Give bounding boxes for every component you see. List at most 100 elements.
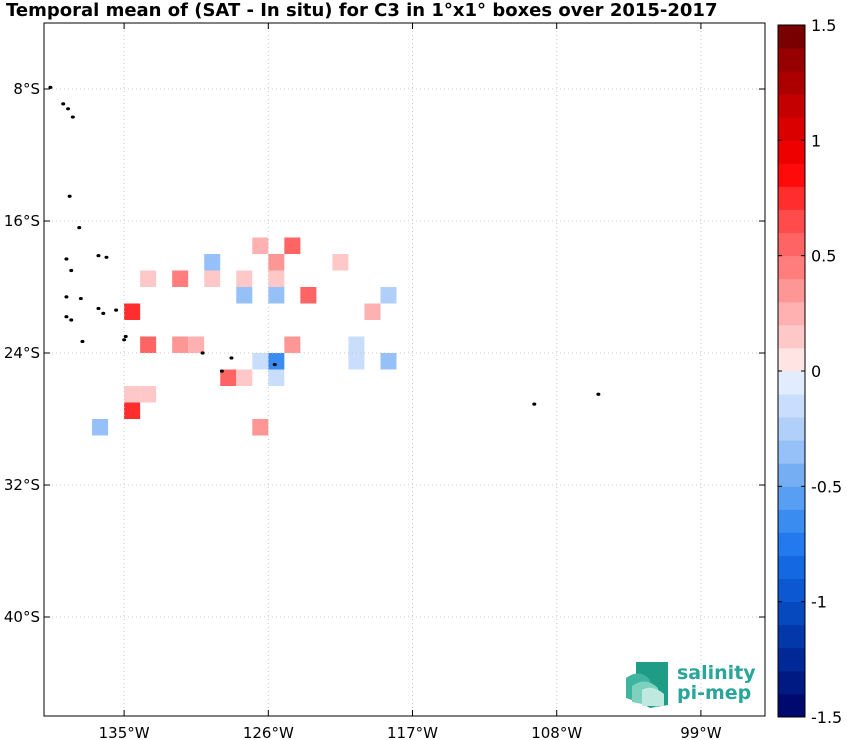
colorbar-tick-label: 1 [811,131,821,150]
colorbar-tick-label: 0.5 [811,247,836,266]
colorbar-segment [778,255,805,280]
x-tick-label: 108°W [531,724,582,740]
colorbar-tick-label: -0.5 [811,477,842,496]
colorbar-segment [778,140,805,164]
colorbar-segment [778,371,805,395]
colorbar-segment [778,624,805,649]
data-box [140,386,157,403]
data-box [124,402,141,419]
data-box [236,287,253,304]
colorbar-tick-label: 1.5 [811,16,836,35]
data-box [124,303,141,320]
colorbar-segment [778,232,805,257]
data-box [348,336,365,353]
x-tick-label: 135°W [99,724,150,740]
x-tick-label: 99°W [680,724,722,740]
colorbar-segment [778,394,805,418]
y-tick-label: 8°S [13,80,40,98]
island-marker [61,102,66,106]
logo-text-line2: pi-mep [677,682,751,704]
island-marker [532,402,537,406]
colorbar-segment [778,71,805,95]
data-box [252,353,269,370]
data-box [268,353,285,370]
island-marker [123,334,128,339]
data-box [124,386,141,403]
chart-title: Temporal mean of (SAT - In situ) for C3 … [6,0,718,21]
colorbar-segment [778,670,805,695]
island-marker [596,392,601,396]
colorbar-segment [778,463,805,487]
data-box [236,270,253,287]
colorbar-segment [778,693,805,718]
data-box [364,303,381,320]
data-box [268,369,285,386]
data-box [284,237,301,254]
colorbar-segment [778,186,805,210]
colorbar-segment [778,209,805,233]
island-marker [101,311,106,315]
colorbar-segment [778,301,805,326]
data-box [140,336,157,353]
pimep-logo: salinity pi-mep [626,662,756,708]
colorbar-segment [778,578,805,603]
data-box [204,270,221,287]
colorbar: 1.5 1 0.5 0 -0.5 -1 -1.5 [777,16,842,727]
data-box [332,254,349,271]
island-marker [104,255,109,259]
data-box [268,254,285,271]
colorbar-segment [778,94,805,118]
grid-layer [44,23,765,716]
island-marker [122,338,127,342]
colorbar-segment [778,324,805,349]
island-marker [200,351,205,355]
y-axis: 8°S 16°S 24°S 32°S 40°S [4,80,765,626]
colorbar-segment [778,163,805,187]
island-marker [219,369,224,373]
colorbar-segment [778,440,805,464]
colorbar-segment [778,347,805,372]
data-box [380,353,397,370]
island-marker [64,257,69,261]
colorbar-segment [778,555,805,579]
island-marker [69,268,74,273]
data-box [252,419,269,436]
colorbar-segment [778,532,805,556]
island-marker [77,226,82,230]
island-marker [96,254,101,258]
data-box [380,287,397,304]
data-box [268,287,285,304]
data-box [92,419,109,436]
colorbar-segment [778,647,805,672]
colorbar-segment [778,48,805,72]
colorbar-segment [778,117,805,141]
island-marker [67,194,72,198]
colorbar-segment [778,509,805,533]
island-marker [96,306,101,311]
data-box [140,270,157,287]
colorbar-tick-label: -1 [811,593,827,612]
island-marker [114,308,119,312]
x-tick-label: 117°W [387,724,438,740]
data-box [172,270,189,287]
island-marker [229,356,234,360]
y-tick-label: 32°S [4,476,40,494]
data-box [300,287,317,304]
data-box [204,254,221,271]
data-box [188,336,205,353]
colorbar-segment [778,25,805,49]
data-box [236,369,253,386]
island-marker [70,115,75,119]
land-layer [48,85,601,406]
island-marker [66,107,71,111]
colorbar-segment [778,417,805,441]
island-marker [69,318,74,322]
plot-frame [43,22,766,717]
data-box [220,369,237,386]
data-box [172,336,189,353]
y-tick-label: 40°S [4,608,40,626]
colorbar-segment [778,486,805,510]
data-box [348,353,365,370]
colorbar-segment [778,601,805,626]
